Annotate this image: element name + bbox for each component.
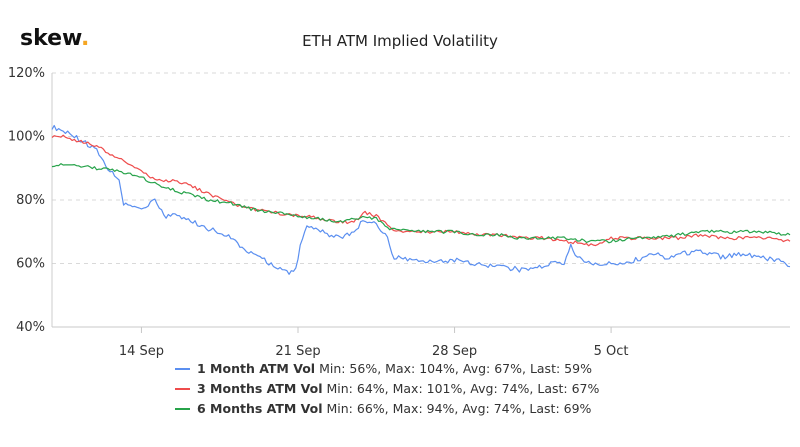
skew-logo: skew.: [20, 26, 89, 51]
y-tick-label: 40%: [16, 320, 45, 335]
series-line-3[interactable]: [51, 163, 791, 244]
legend-series-stats: Min: 66%, Max: 94%, Avg: 74%, Last: 69%: [323, 401, 592, 416]
legend-series-stats: Min: 56%, Max: 104%, Avg: 67%, Last: 59%: [315, 361, 592, 376]
chart-title: ETH ATM Implied Volatility: [302, 32, 498, 50]
y-tick-label: 120%: [8, 66, 45, 81]
grid-layer: [52, 72, 790, 264]
x-tick-label: 14 Sep: [119, 344, 164, 359]
legend-entry[interactable]: 6 Months ATM Vol Min: 66%, Max: 94%, Avg…: [197, 401, 592, 416]
legend-entry[interactable]: 1 Month ATM Vol Min: 56%, Max: 104%, Avg…: [197, 361, 592, 376]
legend-series-name: 1 Month ATM Vol: [197, 361, 315, 376]
y-tick-label: 80%: [16, 193, 45, 208]
series-layer: [51, 124, 791, 275]
y-tick-label: 100%: [8, 130, 45, 145]
axis-layer: 40% 60% 80% 100% 120% 14 Sep 21 Sep 28 Sep 5 Oct: [8, 66, 790, 359]
legend-series-name: 3 Months ATM Vol: [197, 381, 323, 396]
legend-series-stats: Min: 64%, Max: 101%, Avg: 74%, Last: 67%: [323, 381, 600, 396]
series-line-1[interactable]: [51, 124, 791, 275]
x-tick-label: 21 Sep: [275, 344, 320, 359]
y-tick-label: 60%: [16, 257, 45, 272]
series-line-2[interactable]: [51, 134, 791, 247]
logo-text: skew: [20, 26, 81, 51]
x-tick-label: 28 Sep: [432, 344, 477, 359]
x-tick-label: 5 Oct: [594, 344, 629, 359]
legend-entry[interactable]: 3 Months ATM Vol Min: 64%, Max: 101%, Av…: [197, 381, 600, 396]
legend-layer: 1 Month ATM Vol Min: 56%, Max: 104%, Avg…: [175, 361, 600, 416]
legend-series-name: 6 Months ATM Vol: [197, 401, 323, 416]
logo-dot: .: [80, 26, 90, 51]
